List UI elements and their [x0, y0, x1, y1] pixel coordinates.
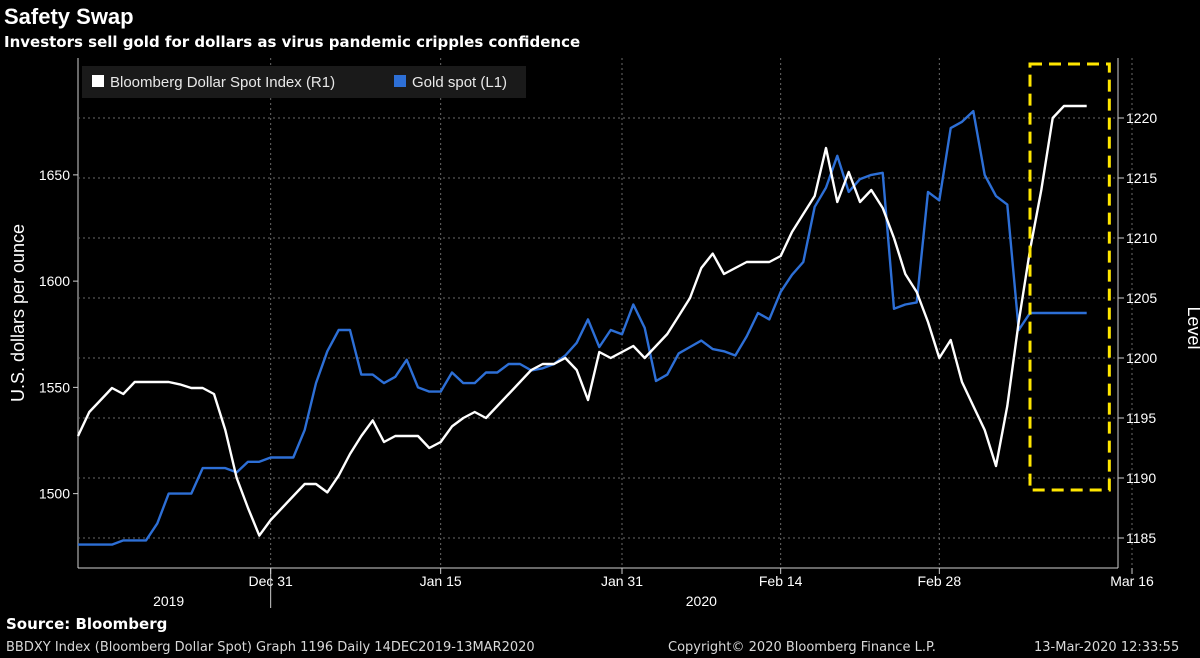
x-tick-label: Mar 16	[1110, 573, 1154, 589]
legend-label: Bloomberg Dollar Spot Index (R1)	[110, 74, 335, 91]
y-tick-label-right: 1215	[1126, 170, 1157, 186]
y-tick-label-right: 1190	[1126, 470, 1156, 486]
y-tick-label-left: 1500	[39, 486, 70, 502]
timestamp: 13-Mar-2020 12:33:55	[1034, 640, 1180, 655]
y-tick-label-left: 1550	[39, 379, 70, 395]
copyright: Copyright© 2020 Bloomberg Finance L.P.	[668, 640, 936, 655]
legend-swatch	[394, 75, 406, 87]
year-label: 2019	[153, 593, 184, 609]
y-tick-label-right: 1220	[1126, 110, 1157, 126]
y-tick-label-right: 1200	[1126, 350, 1157, 366]
y-tick-label-right: 1185	[1126, 530, 1156, 546]
year-label: 2020	[686, 593, 717, 609]
y-tick-label-left: 1650	[39, 167, 70, 183]
legend-box	[82, 66, 526, 98]
x-tick-label: Feb 14	[759, 573, 803, 589]
graph-info: BBDXY Index (Bloomberg Dollar Spot) Grap…	[6, 640, 535, 655]
x-tick-label: Jan 31	[601, 573, 643, 589]
x-tick-label: Jan 15	[420, 573, 462, 589]
y-tick-label-left: 1600	[39, 273, 70, 289]
y-axis-title-left: U.S. dollars per ounce	[8, 224, 28, 402]
x-tick-label: Feb 28	[918, 573, 962, 589]
highlight-box	[1028, 62, 1111, 492]
legend-swatch	[92, 75, 104, 87]
dollar-index-line	[76, 104, 1087, 537]
y-tick-label-right: 1210	[1126, 230, 1157, 246]
y-tick-label-right: 1205	[1126, 290, 1157, 306]
y-tick-label-right: 1195	[1126, 410, 1156, 426]
chart-subtitle: Investors sell gold for dollars as virus…	[4, 33, 581, 51]
source-label: Source: Bloomberg	[6, 615, 168, 633]
chart-title: Safety Swap	[4, 4, 134, 29]
y-axis-title-right: Level	[1184, 306, 1200, 349]
gold-spot-line	[78, 109, 1087, 546]
legend-label: Gold spot (L1)	[412, 74, 507, 91]
